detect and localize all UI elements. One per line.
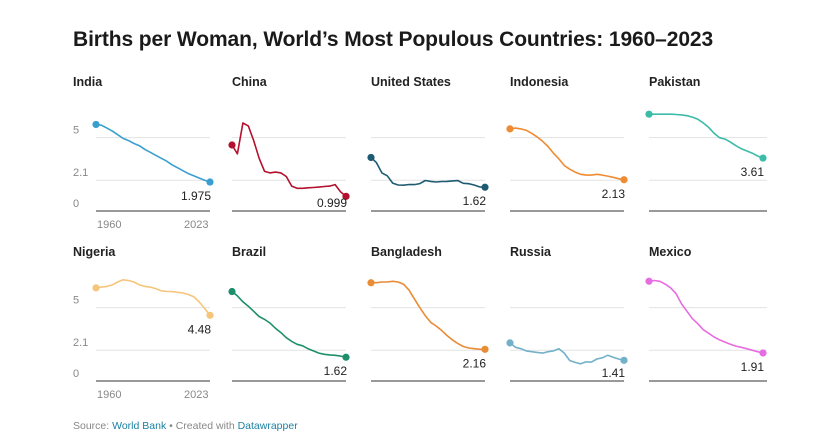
end-value-label: 1.91 <box>741 360 765 374</box>
series-line <box>648 279 764 354</box>
panel-brazil: Brazil 1.62 <box>228 245 357 385</box>
plot-area: 1.62 <box>367 137 489 212</box>
end-point <box>206 178 214 186</box>
line-plot: 2.13 <box>506 125 628 212</box>
end-point <box>620 176 628 184</box>
source-prefix: Source: <box>73 420 113 432</box>
plot-area: 2.16 <box>367 279 489 382</box>
y-tick-label: 0 <box>73 198 79 210</box>
plot-area: 1.62 <box>228 287 350 382</box>
plot-area: 0 2.1 5 1960 2023 1.975 <box>73 120 214 231</box>
footer-separator: • Created with <box>166 420 238 432</box>
panel-russia: Russia 1.41 <box>506 245 635 385</box>
y-tick-label: 2.1 <box>73 167 88 179</box>
panel-title: Indonesia <box>510 75 569 89</box>
end-point <box>620 356 628 364</box>
end-point <box>759 154 767 162</box>
series-line <box>509 342 625 365</box>
panel-united-states: United States 1.62 <box>367 75 496 215</box>
end-value-label: 2.13 <box>602 187 626 201</box>
start-point <box>506 125 514 133</box>
end-value-label: 1.41 <box>602 366 626 380</box>
panel-mexico: Mexico 1.91 <box>645 245 774 385</box>
plot-area: 1.41 <box>506 307 628 382</box>
chart-title: Births per Woman, World’s Most Populous … <box>73 28 714 51</box>
x-tick-label: 2023 <box>184 389 208 401</box>
end-value-label: 0.999 <box>317 196 347 210</box>
plot-area: 2.13 <box>506 125 628 212</box>
y-tick-label: 5 <box>73 295 79 307</box>
x-tick-label: 1960 <box>97 219 121 231</box>
series-line <box>370 156 486 188</box>
series-line <box>95 279 211 317</box>
start-point <box>645 110 653 118</box>
line-plot: 3.61 <box>645 110 767 212</box>
y-tick-label: 2.1 <box>73 337 88 349</box>
series-line <box>231 122 347 198</box>
line-plot: 1.41 <box>506 307 628 382</box>
start-point <box>228 141 236 149</box>
start-point <box>367 279 375 287</box>
series-line <box>509 127 625 181</box>
datawrapper-link[interactable]: Datawrapper <box>237 420 298 432</box>
panel-nigeria: Nigeria 0 2.1 5 1960 2023 4.48 <box>73 245 214 401</box>
y-tick-label: 0 <box>73 368 79 380</box>
panel-india: India 0 2.1 5 1960 2023 1.975 <box>73 75 214 231</box>
plot-area: 0 2.1 5 1960 2023 4.48 <box>73 279 214 401</box>
panel-title: United States <box>371 75 451 89</box>
start-point <box>92 120 100 129</box>
end-value-label: 1.975 <box>181 189 211 203</box>
end-value-label: 1.62 <box>324 364 348 378</box>
panel-indonesia: Indonesia 2.13 <box>506 75 635 215</box>
line-plot: 1.62 <box>228 287 350 382</box>
end-value-label: 4.48 <box>188 322 212 336</box>
series-line <box>370 280 486 351</box>
plot-area: 3.61 <box>645 110 767 212</box>
start-point <box>367 153 375 162</box>
line-plot: 0.999 <box>228 122 350 212</box>
panel-title: China <box>232 75 267 89</box>
start-point <box>645 277 653 285</box>
panel-china: China 0.999 <box>228 75 357 215</box>
start-point <box>506 339 514 347</box>
start-point <box>228 287 236 296</box>
panel-title: Pakistan <box>649 75 701 89</box>
panel-title: Russia <box>510 245 551 259</box>
end-point <box>481 183 489 191</box>
end-value-label: 2.16 <box>463 356 487 370</box>
end-point <box>342 192 350 200</box>
end-point <box>759 349 767 357</box>
plot-area: 1.91 <box>645 277 767 382</box>
line-plot: 1.62 <box>367 137 489 212</box>
y-tick-label: 5 <box>73 125 79 137</box>
plot-area: 0.999 <box>228 122 350 212</box>
end-point <box>206 311 214 319</box>
source-link[interactable]: World Bank <box>112 420 167 432</box>
x-tick-label: 1960 <box>97 389 121 401</box>
end-value-label: 1.62 <box>463 194 487 208</box>
line-plot: 1.91 <box>645 277 767 382</box>
panel-title: Brazil <box>232 245 267 259</box>
panel-title: Mexico <box>649 245 692 259</box>
panel-pakistan: Pakistan 3.61 <box>645 75 774 215</box>
line-plot: 2.16 <box>367 279 489 382</box>
series-line <box>95 123 211 183</box>
chart-footer: Source: World Bank • Created with Datawr… <box>73 420 298 432</box>
panel-title: Bangladesh <box>371 245 442 259</box>
start-point <box>92 284 100 292</box>
end-point <box>342 353 350 361</box>
end-value-label: 3.61 <box>741 165 765 179</box>
end-point <box>481 345 489 353</box>
series-line <box>648 113 764 159</box>
series-line <box>231 290 347 358</box>
line-plot: 0 2.1 5 1960 2023 4.48 <box>73 279 214 401</box>
panel-title: India <box>73 75 103 89</box>
panel-bangladesh: Bangladesh 2.16 <box>367 245 496 385</box>
panel-title: Nigeria <box>73 245 116 259</box>
x-tick-label: 2023 <box>184 219 208 231</box>
line-plot: 0 2.1 5 1960 2023 1.975 <box>73 120 214 231</box>
